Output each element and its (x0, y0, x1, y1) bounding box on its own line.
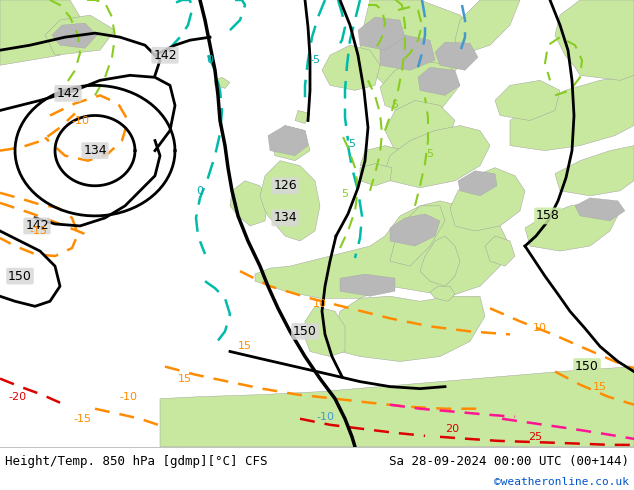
Text: 10: 10 (313, 299, 327, 309)
Text: -10: -10 (316, 412, 334, 422)
Text: -10: -10 (119, 392, 137, 402)
Polygon shape (358, 17, 405, 50)
Polygon shape (160, 367, 634, 447)
Text: 15: 15 (593, 382, 607, 392)
Text: 5: 5 (349, 139, 356, 148)
Text: -20: -20 (9, 392, 27, 402)
Polygon shape (268, 125, 308, 156)
Text: ©weatheronline.co.uk: ©weatheronline.co.uk (494, 477, 629, 487)
Polygon shape (260, 161, 320, 241)
Text: 150: 150 (8, 270, 32, 283)
Polygon shape (270, 125, 310, 161)
Text: 5: 5 (427, 148, 434, 159)
Polygon shape (52, 23, 97, 48)
Text: -15: -15 (73, 414, 91, 424)
Text: 150: 150 (293, 325, 317, 338)
Text: 0: 0 (197, 186, 204, 196)
Polygon shape (360, 146, 405, 171)
Polygon shape (455, 0, 520, 55)
Text: Height/Temp. 850 hPa [gdmp][°C] CFS: Height/Temp. 850 hPa [gdmp][°C] CFS (5, 456, 268, 468)
Polygon shape (255, 201, 510, 298)
Polygon shape (335, 296, 485, 362)
Polygon shape (458, 171, 497, 196)
Polygon shape (230, 181, 268, 226)
Polygon shape (305, 306, 345, 357)
Text: -10: -10 (71, 116, 89, 125)
Polygon shape (385, 100, 455, 156)
Text: 10: 10 (533, 323, 547, 333)
Text: 134: 134 (83, 144, 107, 157)
Polygon shape (380, 35, 435, 70)
Polygon shape (430, 286, 455, 301)
Polygon shape (214, 77, 230, 88)
Text: 15: 15 (238, 342, 252, 351)
Text: 134: 134 (273, 211, 297, 224)
Polygon shape (510, 75, 634, 150)
Polygon shape (322, 45, 380, 90)
Text: 142: 142 (56, 87, 80, 100)
Text: 150: 150 (575, 360, 599, 373)
Polygon shape (295, 110, 310, 123)
Text: 126: 126 (273, 179, 297, 192)
Polygon shape (390, 206, 445, 266)
Text: 158: 158 (536, 209, 560, 222)
Text: 20: 20 (445, 424, 459, 434)
Polygon shape (555, 146, 634, 196)
Polygon shape (525, 201, 620, 251)
Text: 0: 0 (207, 55, 214, 65)
Polygon shape (485, 236, 515, 266)
Text: 15: 15 (178, 373, 192, 384)
Text: 25: 25 (528, 432, 542, 442)
Polygon shape (390, 214, 440, 246)
Text: -5: -5 (309, 55, 321, 65)
Polygon shape (340, 274, 395, 296)
Text: 142: 142 (25, 220, 49, 232)
Polygon shape (418, 67, 460, 96)
Text: -15: -15 (29, 226, 47, 236)
Polygon shape (575, 198, 625, 221)
Polygon shape (0, 0, 85, 65)
Polygon shape (495, 80, 560, 121)
Text: Sa 28-09-2024 00:00 UTC (00+144): Sa 28-09-2024 00:00 UTC (00+144) (389, 456, 629, 468)
Text: 5: 5 (392, 100, 399, 110)
Polygon shape (380, 60, 460, 116)
Text: 142: 142 (153, 49, 177, 62)
Polygon shape (360, 0, 480, 90)
Polygon shape (385, 125, 490, 188)
Polygon shape (360, 164, 392, 186)
Polygon shape (420, 236, 460, 286)
Polygon shape (450, 168, 525, 231)
Polygon shape (555, 0, 634, 80)
Text: 5: 5 (342, 189, 349, 199)
Polygon shape (435, 42, 478, 70)
Polygon shape (45, 15, 115, 55)
